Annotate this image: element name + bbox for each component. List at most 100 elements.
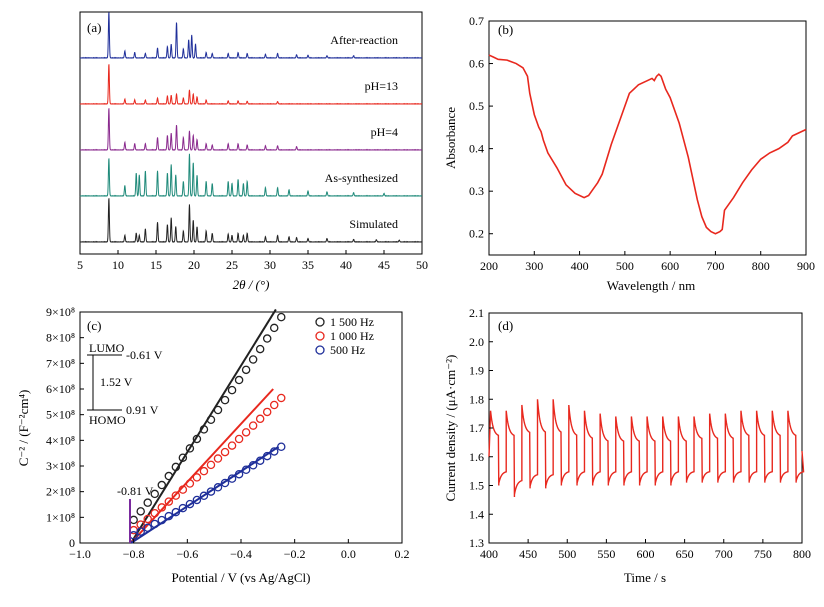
data-point-1-500-hz — [262, 334, 272, 343]
photocurrent-curve — [488, 399, 805, 498]
panel-b-absorbance: (b) 200 300 400 500 600 700 800 900 0.20.30.40.… — [443, 14, 815, 293]
data-point-1-500-hz — [199, 425, 209, 434]
data-point-1-500-hz — [269, 323, 279, 333]
panel-c-x-tick-label: −1.0 — [69, 547, 91, 561]
panel-c-y-tick-label: 4×10⁸ — [46, 433, 75, 447]
data-point-500-hz — [234, 469, 244, 479]
panel-b-y-tick-label: 0.5 — [469, 99, 484, 113]
data-point-1-000-hz — [185, 479, 195, 488]
data-point-1-500-hz — [143, 498, 152, 507]
flatband-value: -0.81 V — [117, 484, 154, 498]
panel-c-y-label: C⁻² / (F⁻²cm⁴) — [16, 390, 31, 467]
panel-c-flatband-marker: -0.81 V — [117, 484, 154, 543]
series-label-ph-4: pH=4 — [371, 125, 398, 139]
panel-d-x-tick-label: 750 — [754, 547, 772, 561]
panel-c-y-tick-label: 6×10⁸ — [46, 382, 75, 396]
data-point-500-hz — [248, 461, 258, 470]
data-point-1-000-hz — [199, 466, 209, 476]
homo-label: HOMO — [89, 413, 126, 427]
data-point-500-hz — [192, 495, 202, 505]
panel-d-y-tick-label: 1.9 — [469, 364, 484, 378]
legend-marker-500-hz — [315, 345, 325, 355]
panel-d-x-tick-label: 550 — [597, 547, 615, 561]
series-label-simulated: Simulated — [349, 217, 398, 231]
panel-d-x-tick-label: 800 — [793, 547, 811, 561]
data-point-1-500-hz — [178, 453, 188, 462]
panel-a-x-tick-label: 35 — [302, 258, 314, 272]
panel-b-x-tick-label: 300 — [525, 259, 543, 273]
data-point-1-000-hz — [143, 514, 152, 524]
panel-c-series — [129, 312, 286, 540]
panel-b-x-tick-label: 900 — [797, 259, 815, 273]
data-point-1-500-hz — [255, 344, 265, 354]
data-point-500-hz — [150, 519, 159, 529]
panel-d-x-ticks: 400 450 500 550 600 650 700 750 800 — [480, 539, 811, 561]
data-point-1-000-hz — [206, 460, 216, 470]
panel-c-mott-schottky: (c) −1.0 −0.8 −0.6 −0.4 −0.2 0.0 0.2 0 1×10⁸ 2×1… — [16, 305, 410, 585]
data-point-1-500-hz — [185, 444, 195, 453]
panel-a-x-ticks: 5 10 15 20 25 30 35 40 45 50 — [77, 250, 428, 272]
panel-d-y-ticks: 1.3 1.4 1.5 1.6 1.7 1.8 1.9 2.0 2.1 — [469, 306, 493, 550]
panel-b-y-tick-label: 0.3 — [469, 184, 484, 198]
panel-b-y-tick-label: 0.4 — [469, 142, 484, 156]
panel-d-photocurrent: (d) 400 450 500 550 600 650 700 750 800 1.31.41.… — [443, 306, 811, 585]
panel-b-y-tick-label: 0.2 — [469, 227, 484, 241]
panel-d-y-tick-label: 1.6 — [469, 450, 484, 464]
panel-b-y-label: Absorbance — [443, 107, 458, 169]
panel-b-y-tick-label: 0.6 — [469, 57, 484, 71]
panel-d-y-tick-label: 2.1 — [469, 306, 484, 320]
panel-d-y-label: Current density / (μA·cm⁻²) — [443, 355, 458, 502]
panel-a-x-tick-label: 45 — [378, 258, 390, 272]
panel-b-x-tick-label: 400 — [571, 259, 589, 273]
panel-d-y-tick-label: 1.4 — [469, 507, 484, 521]
panel-b-series — [488, 54, 807, 235]
panel-a-x-tick-label: 30 — [264, 258, 276, 272]
panel-c-x-tick-label: 0.2 — [395, 547, 410, 561]
data-point-500-hz — [199, 491, 209, 501]
data-point-500-hz — [143, 523, 152, 533]
series-ph-4 — [79, 108, 423, 151]
panel-c-band-diagram: LUMO -0.61 V 1.52 V HOMO 0.91 V — [87, 341, 163, 427]
data-point-1-000-hz — [241, 428, 251, 437]
data-point-1-000-hz — [227, 441, 237, 450]
data-point-1-000-hz — [157, 503, 167, 512]
series-simulated — [79, 198, 422, 243]
panel-a-xrd: (a) After-reaction pH=13 pH=4 As-synthesize… — [77, 11, 428, 292]
panel-d-x-tick-label: 700 — [715, 547, 733, 561]
lumo-label: LUMO — [89, 341, 125, 355]
data-point-1-500-hz — [171, 462, 181, 472]
panel-d-y-tick-label: 1.8 — [469, 392, 484, 406]
data-point-1-500-hz — [192, 434, 202, 444]
data-point-1-500-hz — [206, 415, 216, 425]
panel-c-x-tick-label: −0.4 — [230, 547, 252, 561]
panel-d-y-tick-label: 2.0 — [469, 335, 484, 349]
series-label-as-synthesized: As-synthesized — [325, 171, 398, 185]
data-point-1-000-hz — [276, 393, 286, 403]
data-point-500-hz — [255, 456, 265, 465]
panel-c-y-tick-label: 9×10⁸ — [46, 305, 75, 319]
panel-b-x-label: Wavelength / nm — [607, 278, 696, 293]
data-point-1-000-hz — [213, 454, 223, 463]
data-point-1-500-hz — [157, 480, 167, 490]
panel-c-x-label: Potential / V (vs Ag/AgCl) — [172, 570, 311, 585]
panel-d-x-tick-label: 650 — [676, 547, 694, 561]
panel-b-x-tick-label: 500 — [616, 259, 634, 273]
data-point-1-000-hz — [262, 407, 272, 417]
data-point-500-hz — [178, 503, 188, 513]
data-point-500-hz — [276, 442, 286, 451]
data-point-1-500-hz — [164, 471, 174, 481]
panel-c-y-tick-label: 3×10⁸ — [46, 459, 75, 473]
series-as-synthesized — [79, 153, 423, 197]
panel-c-y-ticks: 0 1×10⁸ 2×10⁸ 3×10⁸ 4×10⁸ 5×10⁸ 6×10⁸ 7×10⁸ 8×10… — [46, 305, 84, 550]
data-point-1-000-hz — [178, 485, 188, 494]
panel-d-x-tick-label: 500 — [558, 547, 576, 561]
data-point-500-hz — [220, 478, 230, 488]
data-point-1-500-hz — [248, 355, 258, 364]
series-label-ph-13: pH=13 — [365, 79, 398, 93]
series-label-after-reaction: After-reaction — [330, 33, 398, 47]
panel-c-x-tick-label: 0.0 — [341, 547, 356, 561]
panel-c-y-tick-label: 2×10⁸ — [46, 485, 75, 499]
panel-c-y-tick-label: 5×10⁸ — [46, 408, 75, 422]
